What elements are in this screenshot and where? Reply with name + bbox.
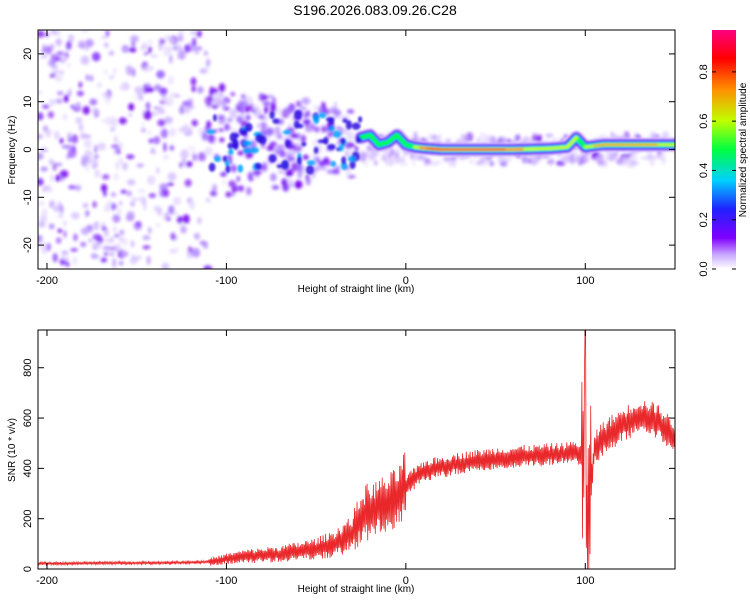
spectrogram-y-axis: -20 -10 0 10 20 xyxy=(22,48,675,253)
snr-y-tick-label: 800 xyxy=(22,359,34,377)
spectrogram-y-tick-label: -10 xyxy=(22,189,34,205)
spectrogram-x-label: Height of straight line (km) xyxy=(298,284,415,295)
colorbar-tick-label: 0.6 xyxy=(698,114,710,129)
snr-y-tick-label: 200 xyxy=(22,510,34,528)
spectrogram-y-tick-label: 10 xyxy=(22,96,34,108)
colorbar-tick-label: 0.8 xyxy=(698,64,710,79)
figure-title: S196.2026.083.09.26.C28 xyxy=(293,2,457,18)
snr-y-label: SNR (10 * v/v) xyxy=(7,418,18,482)
colorbar: 0.0 0.2 0.4 0.6 0.8 Normalized spectral ampl… xyxy=(698,30,749,277)
snr-x-tick-label: 100 xyxy=(576,575,594,587)
colorbar-tick-label: 0.4 xyxy=(698,163,710,178)
snr-x-axis: -200 -100 0 100 xyxy=(36,330,594,587)
spectrogram-y-tick-label: -20 xyxy=(22,237,34,253)
spectrogram-y-label: Frequency (Hz) xyxy=(7,116,18,185)
snr-panel: -200 -100 0 100 0 200 400 600 800 Height of str… xyxy=(7,329,676,595)
spectrogram-x-tick-label: -100 xyxy=(215,275,237,287)
snr-y-axis: 0 200 400 600 800 xyxy=(22,359,675,572)
spectrogram-y-tick-label: 20 xyxy=(22,48,34,60)
spectrogram-x-tick-label: 0 xyxy=(403,275,409,287)
snr-x-label: Height of straight line (km) xyxy=(298,584,415,595)
snr-x-tick-label: -100 xyxy=(215,575,237,587)
snr-series-line xyxy=(38,330,675,569)
snr-x-tick-label: -200 xyxy=(36,575,58,587)
spectrogram-ridge xyxy=(206,110,675,175)
colorbar-tick-label: 0.0 xyxy=(698,261,710,276)
colorbar-tick-label: 0.2 xyxy=(698,212,710,227)
spectrogram-x-tick-label: -200 xyxy=(36,275,58,287)
colorbar-gradient xyxy=(712,30,736,269)
snr-frame xyxy=(37,329,676,570)
snr-y-tick-label: 0 xyxy=(22,566,34,572)
snr-y-tick-label: 400 xyxy=(22,459,34,477)
colorbar-ticks: 0.0 0.2 0.4 0.6 0.8 xyxy=(698,64,736,277)
colorbar-label: Normalized spectral amplitude xyxy=(738,82,749,217)
snr-y-tick-label: 600 xyxy=(22,409,34,427)
spectrogram-x-tick-label: 100 xyxy=(576,275,594,287)
spectrogram-y-tick-label: 0 xyxy=(22,146,34,152)
snr-x-tick-label: 0 xyxy=(403,575,409,587)
spectrogram-x-axis: -200 -100 0 100 xyxy=(36,30,594,287)
